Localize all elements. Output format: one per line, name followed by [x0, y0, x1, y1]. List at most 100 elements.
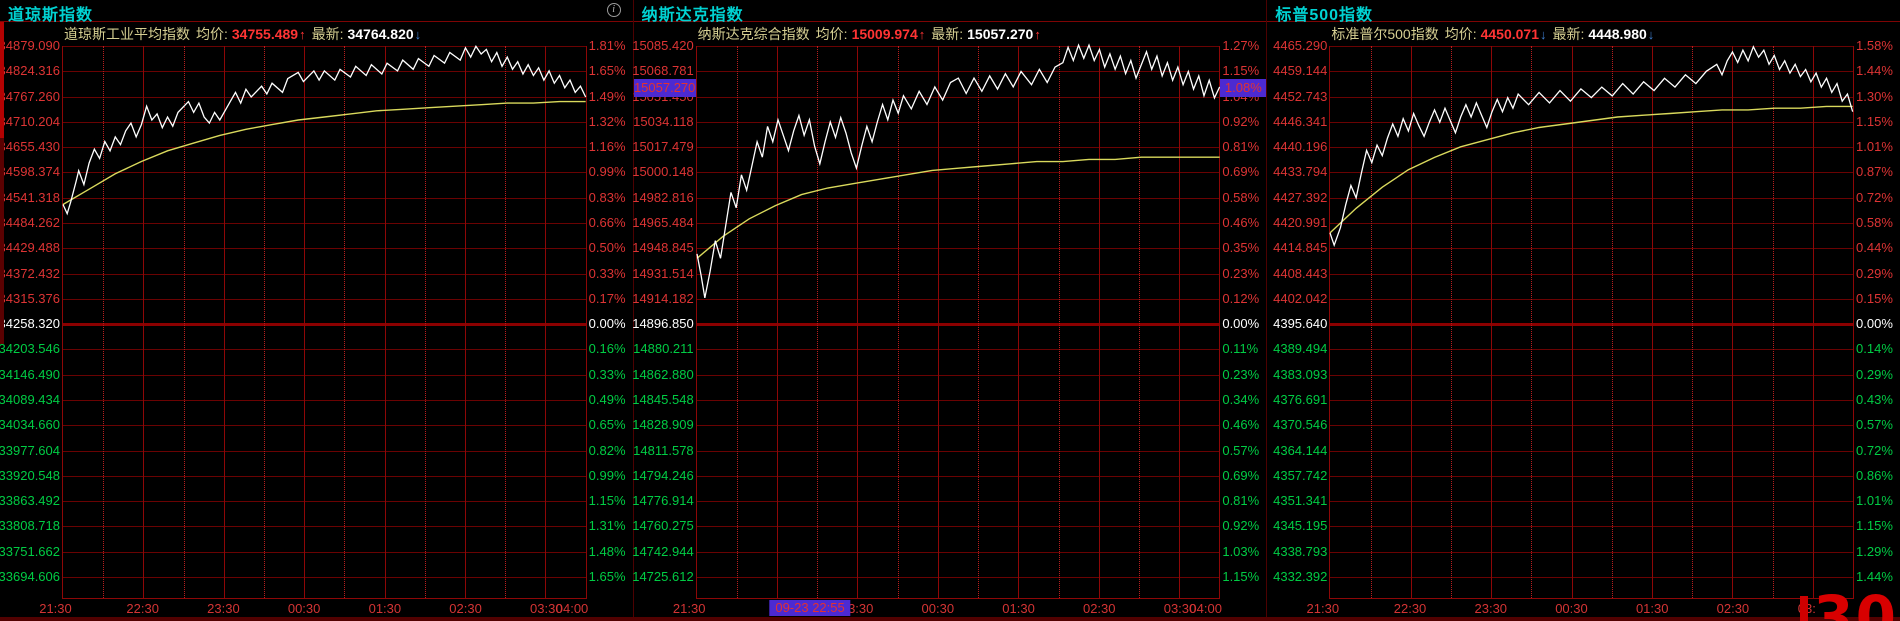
percent-axis-label: 1.31%	[588, 518, 626, 534]
zero-line	[63, 323, 586, 327]
price-axis-label: 34879.090	[0, 38, 60, 53]
grid-hline	[696, 475, 1220, 477]
series-layer	[697, 46, 1220, 599]
price-axis-label: 14742.944	[632, 543, 694, 559]
grid-hline	[63, 96, 586, 98]
price-axis-label: 34203.546	[0, 341, 60, 357]
grid-hline	[696, 172, 1220, 174]
grid-vline	[304, 46, 306, 598]
percent-axis-label: 0.46%	[1222, 215, 1260, 230]
price-axis-label: 34598.374	[0, 164, 60, 180]
price-axis-label: 33977.604	[0, 442, 60, 458]
dow-jones-panel: 道琼斯指数 i 道琼斯工业平均指数 均价: 34755.489 ↑ 最新: 34…	[0, 0, 633, 621]
index-summary: 标准普尔500指数 均价: 4450.071 ↓ 最新: 4448.980 ↓	[1267, 22, 1900, 46]
percent-axis-label: 0.33%	[588, 366, 626, 382]
percent-axis-label: 0.33%	[588, 265, 626, 281]
index-summary: 道琼斯工业平均指数 均价: 34755.489 ↑ 最新: 34764.820 …	[0, 22, 633, 46]
grid-hline	[696, 248, 1220, 250]
last-label: 最新:	[931, 26, 964, 42]
grid-vline-dotted	[424, 46, 426, 598]
avg-label: 均价:	[815, 26, 848, 42]
grid-hline	[696, 450, 1220, 452]
grid-vline	[384, 46, 386, 598]
price-axis-label: 4351.341	[1273, 493, 1328, 509]
percent-axis-label: 0.29%	[1856, 366, 1893, 382]
grid-hline	[1330, 248, 1854, 250]
price-axis-label: 34541.318	[0, 189, 60, 205]
grid-hline	[1330, 197, 1854, 199]
price-axis-label: 14914.182	[632, 290, 694, 306]
plot-area[interactable]	[62, 46, 587, 599]
plot-area[interactable]	[1329, 46, 1855, 599]
percent-axis-label: 0.87%	[1856, 164, 1893, 180]
sp500-panel: 标普500指数 标准普尔500指数 均价: 4450.071 ↓ 最新: 444…	[1266, 0, 1900, 621]
price-axis-label: 4408.443	[1273, 265, 1328, 281]
percent-axis: 1.58% 1.44% 1.30% 1.15% 1.01% 0.87% 0.72% 0.58%…	[1854, 39, 1900, 599]
index-full-name: 纳斯达克综合指数	[697, 26, 810, 42]
grid-vline	[223, 46, 225, 598]
time-axis-label: 04:00	[1189, 601, 1222, 616]
grid-hline	[696, 96, 1220, 98]
percent-axis-label: 0.92%	[1222, 518, 1260, 534]
grid-vline	[1571, 46, 1573, 598]
percent-axis-label: 0.14%	[1856, 341, 1893, 357]
percent-axis-label: 0.50%	[588, 240, 626, 256]
percent-axis-label: 1.15%	[1856, 113, 1893, 129]
price-line	[63, 46, 586, 213]
price-axis: 4465.290 4459.144 4452.743 4446.341 4440.196…	[1267, 39, 1329, 599]
grid-vline-dotted	[344, 46, 346, 598]
grid-vline-dotted	[183, 46, 185, 598]
info-icon[interactable]: i	[606, 3, 621, 17]
grid-hline	[63, 46, 586, 47]
time-axis-label: 01:30	[1002, 601, 1035, 616]
grid-vline-dotted	[897, 46, 899, 598]
grid-hline	[63, 450, 586, 452]
panel-titlebar: 标普500指数	[1267, 0, 1900, 24]
price-axis-label: 4383.093	[1273, 366, 1328, 382]
percent-axis-label: 1.32%	[588, 113, 626, 129]
price-axis: 34879.090 34824.316 34767.260 34710.204 3465…	[0, 39, 62, 599]
percent-axis-label: 1.15%	[1856, 518, 1893, 534]
zero-line	[1330, 323, 1854, 327]
grid-vline-dotted	[978, 46, 980, 598]
time-axis-label: 23:30	[1474, 601, 1508, 616]
grid-hline	[1330, 526, 1854, 528]
price-axis-label: 14828.909	[632, 417, 694, 433]
price-axis-label: 34710.204	[0, 113, 60, 129]
avg-label: 均价:	[1444, 26, 1477, 42]
grid-hline	[63, 147, 586, 149]
series-layer	[1330, 46, 1853, 599]
last-direction-arrow: ↓	[414, 26, 422, 42]
price-axis-label: 14880.211	[633, 341, 694, 357]
grid-hline	[63, 501, 586, 503]
chart-body: 4465.290 4459.144 4452.743 4446.341 4440.196…	[1267, 39, 1900, 599]
grid-hline	[1330, 551, 1854, 553]
series-layer	[63, 46, 586, 599]
avg-direction-arrow: ↑	[299, 26, 306, 42]
percent-axis-label: 0.16%	[588, 341, 626, 357]
average-line	[697, 157, 1220, 258]
index-summary: 纳斯达克综合指数 均价: 15009.974 ↑ 最新: 15057.270 ↑	[634, 22, 1267, 46]
price-axis-label: 4465.290	[1273, 38, 1328, 53]
time-axis-label: 21:30	[39, 601, 72, 616]
percent-axis-label: 0.57%	[1222, 442, 1260, 458]
percent-axis-label: 0.58%	[1222, 189, 1260, 205]
plot-area[interactable]	[695, 46, 1221, 599]
grid-hline	[696, 400, 1220, 401]
grid-hline	[1330, 298, 1854, 300]
percent-axis-label: 1.01%	[1856, 493, 1893, 509]
percent-axis-label: 1.01%	[1856, 139, 1893, 155]
price-axis-label: 14845.548	[632, 392, 694, 407]
grid-vline-dotted	[817, 46, 819, 598]
grid-hline	[696, 121, 1220, 123]
average-line	[63, 102, 586, 205]
nasdaq-panel: 纳斯达克指数 纳斯达克综合指数 均价: 15009.974 ↑ 最新: 1505…	[632, 0, 1267, 621]
grid-vline	[777, 46, 779, 598]
percent-axis-label: 0.15%	[1856, 290, 1893, 306]
price-axis-label: 14948.845	[632, 240, 694, 256]
avg-label: 均价:	[196, 26, 228, 42]
price-axis-label: 14811.578	[633, 442, 694, 458]
percent-axis-label: 0.69%	[1222, 467, 1260, 483]
price-axis-label: 33920.548	[0, 467, 60, 483]
